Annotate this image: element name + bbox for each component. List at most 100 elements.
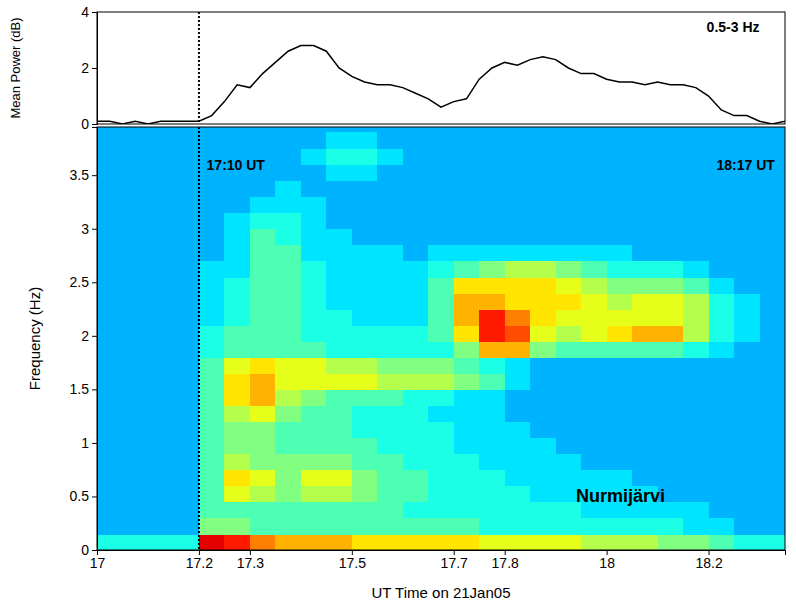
cell [658,389,684,406]
cell [658,470,684,487]
cell [709,277,735,294]
tick-label: 1.5 [70,381,90,397]
cell [505,261,531,278]
cell [454,261,480,278]
cell [479,357,505,374]
cell [683,438,709,455]
cell [301,357,327,374]
cell [224,405,250,422]
cell [224,389,250,406]
cell [428,213,454,230]
cell [683,518,709,535]
cell [556,470,582,487]
cell [403,293,429,310]
cell [199,357,225,374]
cell [301,181,327,198]
cell [428,486,454,503]
cell [581,389,607,406]
cell [760,325,785,342]
cell [224,454,250,471]
cell [352,421,378,438]
cell [658,421,684,438]
tick-label: 1 [81,435,89,451]
cell [224,181,250,198]
cell [734,325,760,342]
cell [326,213,352,230]
cell [250,132,276,149]
cell [97,486,123,503]
cell [505,389,531,406]
cell [377,534,403,550]
cell [658,277,684,294]
cell [734,486,760,503]
cell [760,389,785,406]
cell [275,309,301,326]
cell [581,325,607,342]
cell [403,518,429,535]
cell [250,534,276,550]
cell [479,454,505,471]
cell [683,405,709,422]
cell [709,518,735,535]
cell [556,341,582,358]
cell [683,421,709,438]
cell [760,518,785,535]
cell [224,486,250,503]
cell [479,197,505,214]
cell [581,245,607,262]
cell [607,341,633,358]
cell [428,148,454,165]
cell [250,293,276,310]
plot-frame [97,12,785,124]
cell [352,325,378,342]
plot-frame [97,127,785,550]
cell [607,181,633,198]
tick-label: 3.5 [70,167,90,183]
tick-label: 3 [81,221,89,237]
cell [428,405,454,422]
cell [377,486,403,503]
cell [352,470,378,487]
cell [454,341,480,358]
cell [683,197,709,214]
cell [173,132,199,149]
cell [122,470,148,487]
cell [479,164,505,181]
cell [403,421,429,438]
cell [479,213,505,230]
cell [556,438,582,455]
cell [326,454,352,471]
cell [224,421,250,438]
cell [607,245,633,262]
cell [326,132,352,149]
cell [173,389,199,406]
cell [97,389,123,406]
cell [734,389,760,406]
cell [734,245,760,262]
cell [275,518,301,535]
cell [250,325,276,342]
cell [326,470,352,487]
cell [173,438,199,455]
cell [760,373,785,390]
cell [505,470,531,487]
cell [301,261,327,278]
cell [530,502,556,519]
cell [479,245,505,262]
tick-label: 0 [81,116,89,132]
cell [148,229,174,246]
tick: 2 [81,328,97,344]
cell [658,438,684,455]
cell [530,438,556,455]
cell [581,405,607,422]
cell [556,454,582,471]
cell [377,405,403,422]
cell [173,325,199,342]
cell [632,341,658,358]
tick-mark [92,550,97,551]
cell [530,486,556,503]
cell [224,357,250,374]
cell [479,421,505,438]
tick: 17.5 [339,550,366,571]
cell [683,229,709,246]
